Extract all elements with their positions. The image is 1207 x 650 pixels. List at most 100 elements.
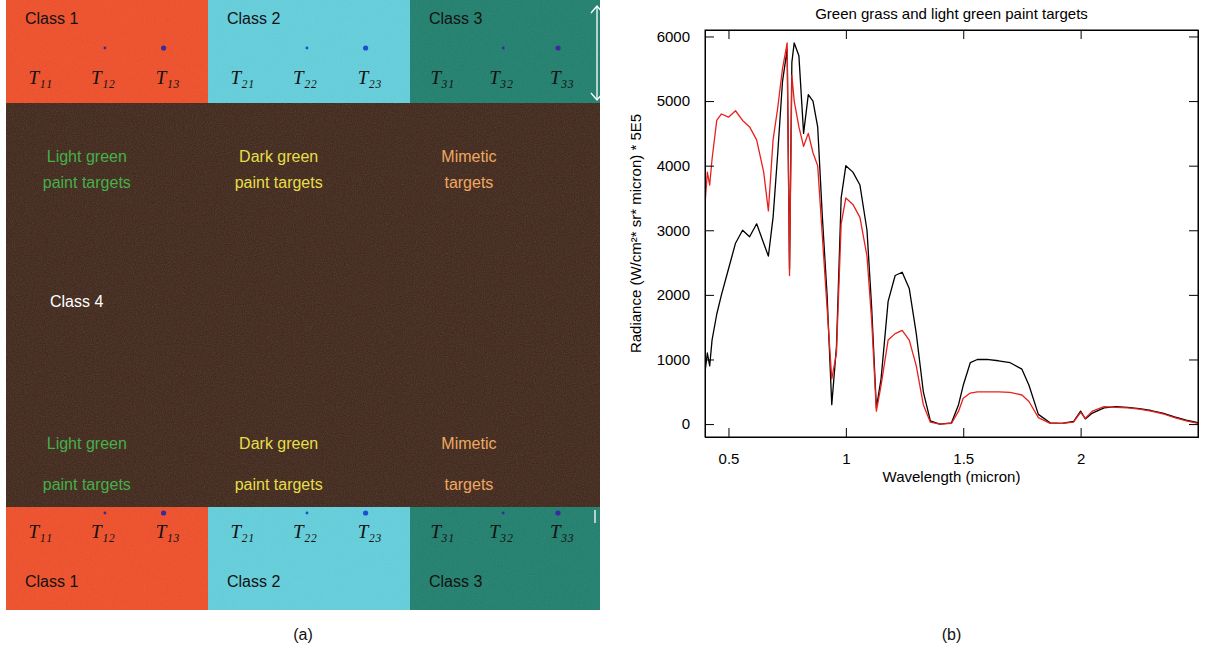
target-label: T₁₃ <box>156 67 180 88</box>
background-region <box>6 103 600 507</box>
x-axis: 0.511.52 <box>706 428 1199 467</box>
group-label: Dark green <box>239 435 318 452</box>
target-dot <box>104 512 107 515</box>
target-label: T₃₁ <box>430 67 454 88</box>
tick <box>1081 30 1082 39</box>
tick <box>1189 230 1198 231</box>
spectrum-line <box>705 43 1198 424</box>
panel-a: Class 1T₁₁T₁₂T₁₃Class 2T₂₁T₂₂T₂₃Class 3T… <box>6 0 603 643</box>
class-label: Class 1 <box>25 573 78 590</box>
tick-mark <box>1081 428 1082 437</box>
group-label: targets <box>444 476 493 493</box>
group-label: paint targets <box>235 476 323 493</box>
target-label: T₃₂ <box>489 521 513 542</box>
tick-mark <box>705 101 714 102</box>
plot-frame <box>705 30 1198 437</box>
tick: 1 <box>842 428 850 467</box>
axis-line <box>706 31 715 438</box>
tick-mark <box>963 30 964 39</box>
arrow-heads <box>591 6 603 100</box>
target-dot <box>555 45 560 50</box>
target-label: T₃₂ <box>489 67 513 88</box>
arrow-shaft <box>596 6 597 100</box>
tick-label: 1000 <box>657 351 690 368</box>
tick-mark <box>728 428 729 437</box>
tick-mark <box>1189 36 1198 37</box>
figure: Class 1T₁₁T₁₂T₁₃Class 2T₂₁T₂₂T₂₃Class 3T… <box>0 0 1207 650</box>
target-dot <box>363 510 368 515</box>
target-dot <box>161 510 166 515</box>
tick <box>1189 359 1198 360</box>
group-label: paint targets <box>43 476 131 493</box>
tick: 2 <box>1077 428 1085 467</box>
y-axis-title: Radiance (W/cm²* sr* micron) * 5E5 <box>627 114 644 353</box>
tick-label: 5000 <box>657 92 690 109</box>
target-label: T₂₁ <box>230 67 254 88</box>
tick-mark <box>1189 295 1198 296</box>
group-label: Dark green <box>239 148 318 165</box>
group-label: Mimetic <box>441 435 496 452</box>
target-label: T₁₂ <box>91 521 115 542</box>
class-label: Class 3 <box>429 573 482 590</box>
panel-label: (a) <box>293 626 313 643</box>
target-label: T₂₃ <box>358 67 382 88</box>
height-arrow <box>591 6 603 100</box>
axis-line <box>706 31 1199 40</box>
strip-texture <box>208 0 410 103</box>
tick-label: 6000 <box>657 28 690 45</box>
target-dot <box>502 47 505 50</box>
tick-mark <box>705 230 714 231</box>
target-label: T₂₂ <box>293 521 317 542</box>
tick-mark <box>963 428 964 437</box>
tick <box>1189 101 1198 102</box>
tick <box>963 30 964 39</box>
group-label: Light green <box>47 435 127 452</box>
tick-mark <box>705 359 714 360</box>
tick-label: 2000 <box>657 286 690 303</box>
tick-label: 0 <box>682 415 690 432</box>
strip-texture <box>410 0 600 103</box>
class-strip <box>208 507 410 610</box>
target-dot <box>306 512 309 515</box>
tick <box>1189 36 1198 37</box>
strip-texture <box>410 507 600 610</box>
target-label: T₃₃ <box>550 67 574 88</box>
tick <box>1189 295 1198 296</box>
tick-label: 4000 <box>657 157 690 174</box>
tick: 5000 <box>657 92 714 109</box>
tick: 0.5 <box>719 428 740 467</box>
class-strip <box>208 0 410 103</box>
target-label: T₁₃ <box>156 521 180 542</box>
tick <box>1189 424 1198 425</box>
tick-label: 3000 <box>657 222 690 239</box>
target-label: T₃₃ <box>550 521 574 542</box>
tick-label: 1 <box>842 450 850 467</box>
group-label: paint targets <box>43 174 131 191</box>
tick <box>728 30 729 39</box>
y-axis-right <box>1189 31 1199 438</box>
tick-mark <box>1189 359 1198 360</box>
tick-mark <box>705 166 714 167</box>
target-dot <box>306 47 309 50</box>
target-dot <box>502 512 505 515</box>
class-label: Class 3 <box>429 10 482 27</box>
group-label: Mimetic <box>441 148 496 165</box>
class-strip <box>6 507 208 610</box>
group-label: targets <box>444 174 493 191</box>
target-label: T₃₁ <box>430 521 454 542</box>
class-label: Class 2 <box>227 573 280 590</box>
panel-b: 0.511.520100020003000400050006000Green g… <box>627 5 1199 643</box>
region-texture <box>6 103 600 507</box>
target-label: T₁₂ <box>91 67 115 88</box>
class-strip <box>410 507 600 610</box>
target-dot <box>104 47 107 50</box>
x-axis-top <box>706 30 1199 39</box>
tick-mark <box>1189 424 1198 425</box>
target-dot <box>363 45 368 50</box>
tick-mark <box>705 295 714 296</box>
height-marker <box>594 510 595 523</box>
target-dot <box>161 45 166 50</box>
axis-line <box>1189 31 1199 438</box>
target-label: T₂₁ <box>230 521 254 542</box>
group-label: paint targets <box>235 174 323 191</box>
